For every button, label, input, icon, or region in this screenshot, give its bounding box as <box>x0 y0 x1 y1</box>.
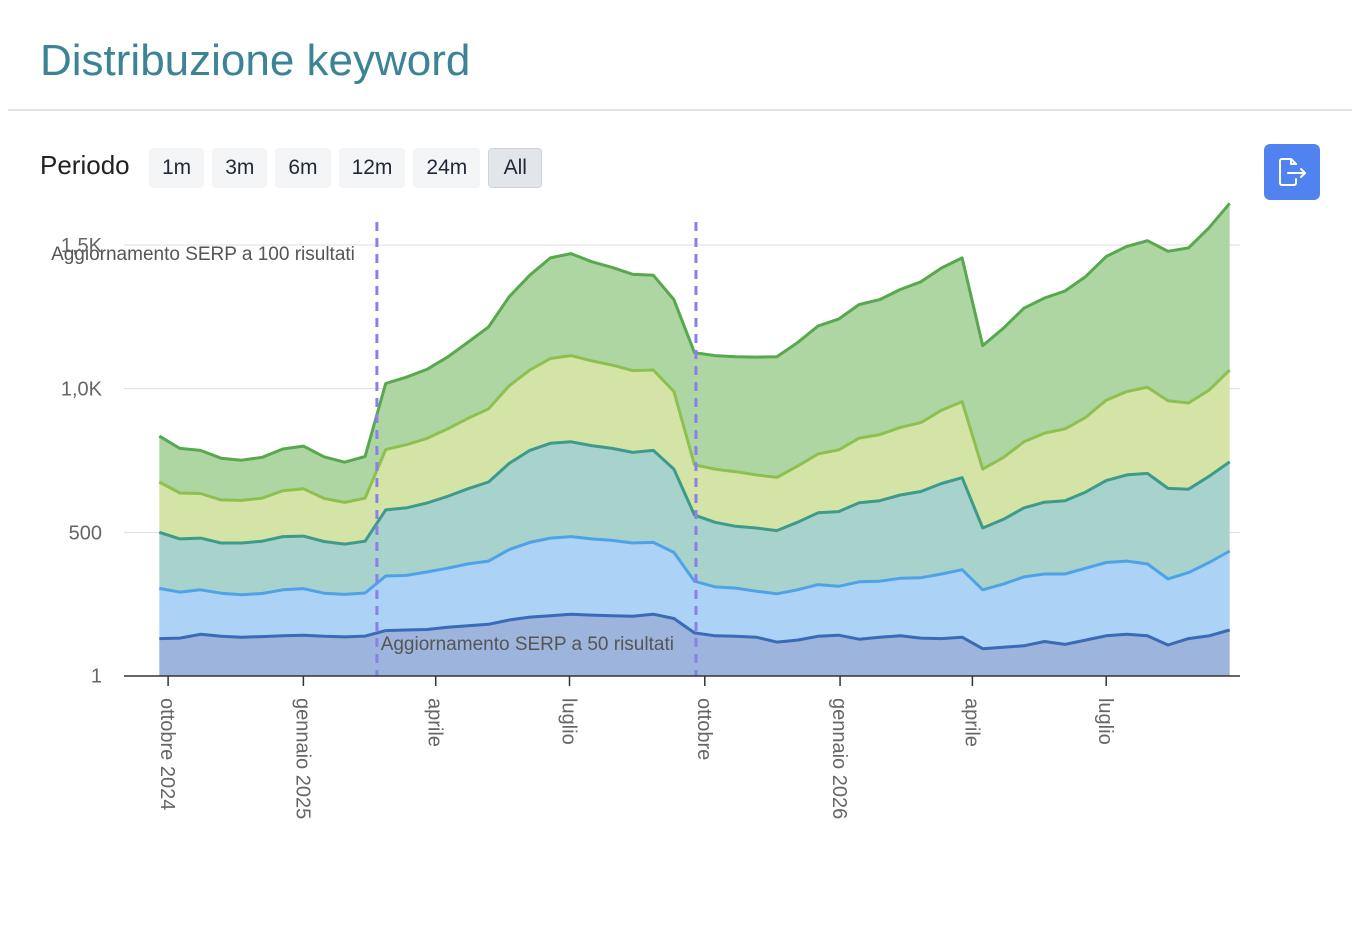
annotation-label-2: Aggiornamento SERP a 50 risultati <box>381 634 674 655</box>
export-button[interactable] <box>1264 144 1320 200</box>
y-tick-label: 1,0K <box>61 379 103 401</box>
x-tick-label: luglio <box>558 698 580 745</box>
series-line-1[interactable] <box>159 612 1231 651</box>
period-button-12m[interactable]: 12m <box>338 148 406 188</box>
x-tick-label: gennaio 2025 <box>291 698 313 819</box>
period-button-3m[interactable]: 3m <box>212 148 268 188</box>
x-tick-label: aprile <box>960 698 982 747</box>
period-button-6m[interactable]: 6m <box>275 148 331 188</box>
annotations: Aggiornamento SERP a 100 risultati Aggior… <box>51 222 698 676</box>
x-tick-label: luglio <box>1094 698 1116 745</box>
period-button-1m[interactable]: 1m <box>149 148 205 188</box>
x-tick-label: aprile <box>424 698 446 747</box>
y-tick-label: 500 <box>69 522 102 544</box>
axes: 1 500 1,0K 1,5K ottobre 2024 gennaio 2025 apri… <box>61 235 1240 819</box>
page-title: Distribuzione keyword <box>40 36 471 85</box>
x-tick-label: gennaio 2026 <box>828 698 850 819</box>
header-divider <box>8 109 1352 111</box>
period-button-24m[interactable]: 24m <box>413 148 481 188</box>
x-tick-label: ottobre 2024 <box>156 698 178 810</box>
y-tick-label: 1 <box>91 666 102 688</box>
x-tick-label: ottobre <box>693 698 715 760</box>
period-label: Periodo <box>40 150 130 180</box>
period-selector: 1m 3m 6m 12m 24m All <box>149 148 543 188</box>
y-tick-label: 1,5K <box>61 235 103 257</box>
export-file-icon <box>1279 158 1306 186</box>
annotation-label-1: Aggiornamento SERP a 100 risultati <box>51 244 355 265</box>
period-button-all[interactable]: All <box>488 148 543 188</box>
